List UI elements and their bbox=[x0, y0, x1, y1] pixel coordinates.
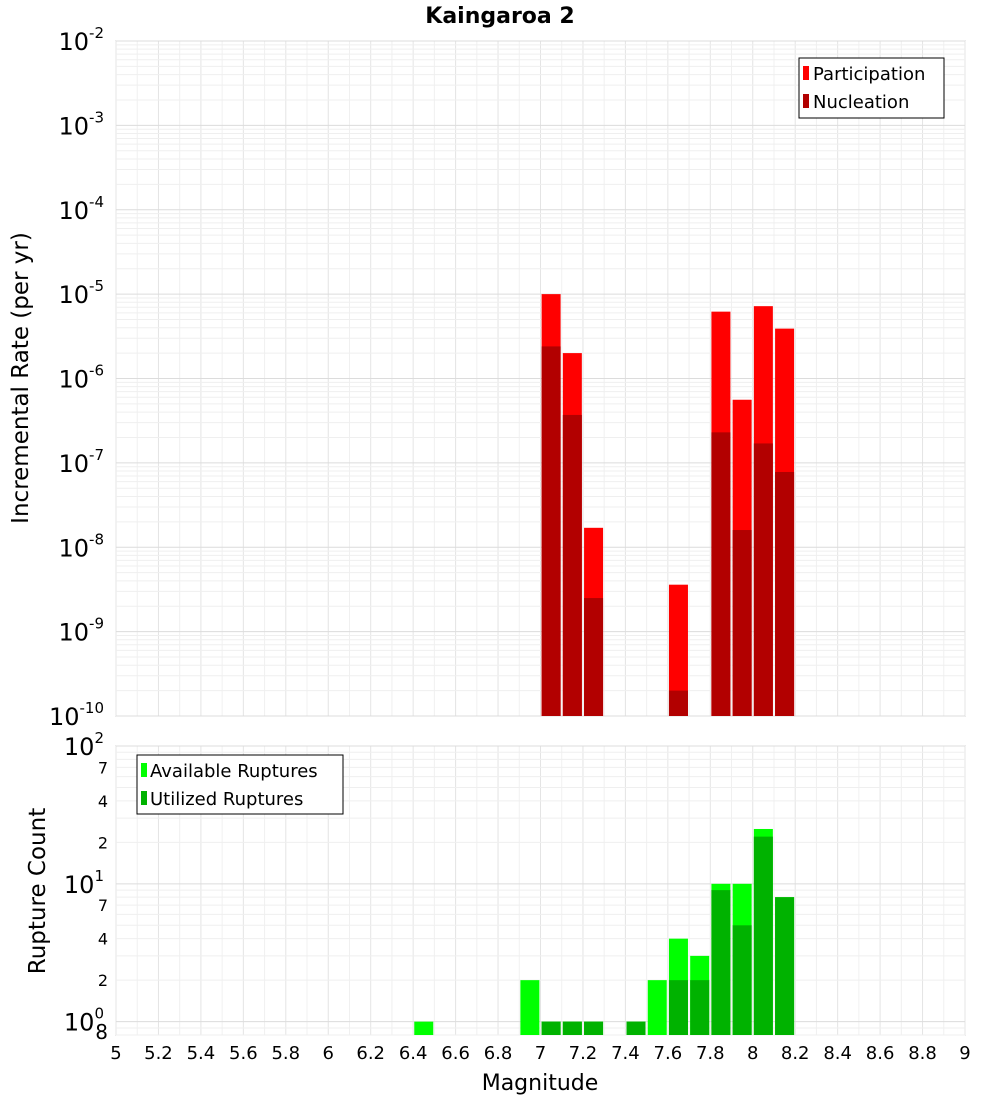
x-tick-label: 5.4 bbox=[187, 1043, 216, 1064]
x-tick-label: 6.8 bbox=[484, 1043, 513, 1064]
bar-utilized-ruptures bbox=[668, 980, 688, 1035]
rate-grid bbox=[115, 40, 966, 717]
count-bars bbox=[414, 828, 795, 1035]
utilized-legend-label: Utilized Ruptures bbox=[150, 789, 303, 810]
bar-utilized-ruptures bbox=[732, 925, 752, 1035]
count-panel: 100 101 102 8 2 4 7 2 4 7 5 5.2 5.4 5.6 5.8 6 6.2 6.4 6.6… bbox=[25, 729, 971, 1096]
y-tick-label: 10-8 bbox=[58, 530, 104, 562]
y-major-tick-label: 100 bbox=[64, 1005, 104, 1037]
bar-nucleation bbox=[753, 443, 773, 716]
x-tick-label: 5 bbox=[110, 1043, 121, 1064]
x-tick-label: 8.4 bbox=[823, 1043, 852, 1064]
count-y-tick-labels: 100 101 102 8 2 4 7 2 4 7 bbox=[64, 729, 108, 1044]
bar-available-ruptures bbox=[414, 1021, 434, 1035]
count-legend: Available Ruptures Utilized Ruptures bbox=[136, 754, 344, 815]
rate-panel: 10-10 10-9 10-8 10-7 10-6 10-5 10-4 10-3 10-2 In… bbox=[8, 24, 966, 731]
y-tick-label: 10-5 bbox=[58, 277, 104, 309]
y-tick-label: 10-9 bbox=[58, 615, 104, 647]
participation-legend-label: Participation bbox=[813, 64, 925, 85]
available-legend-swatch bbox=[141, 763, 147, 777]
x-tick-label: 6.2 bbox=[356, 1043, 385, 1064]
y-major-tick-label: 101 bbox=[64, 867, 104, 899]
count-legend-box bbox=[136, 754, 344, 815]
x-tick-label: 5.8 bbox=[271, 1043, 300, 1064]
y-tick-label: 10-7 bbox=[58, 446, 104, 478]
x-tick-label: 7.8 bbox=[696, 1043, 725, 1064]
x-tick-label: 7.2 bbox=[569, 1043, 598, 1064]
x-tick-label: 7.6 bbox=[654, 1043, 683, 1064]
bar-nucleation bbox=[668, 690, 688, 716]
y-tick-label: 10-6 bbox=[58, 362, 104, 394]
y-tick-label: 10-4 bbox=[58, 193, 104, 225]
x-tick-label: 8.6 bbox=[866, 1043, 895, 1064]
bar-nucleation bbox=[562, 414, 582, 716]
bar-utilized-ruptures bbox=[584, 1021, 604, 1035]
y-minor-tick-label: 2 bbox=[98, 833, 108, 852]
bar-utilized-ruptures bbox=[626, 1021, 646, 1035]
bar-utilized-ruptures bbox=[775, 897, 795, 1035]
rate-y-tick-labels: 10-10 10-9 10-8 10-7 10-6 10-5 10-4 10-3 10-2 bbox=[49, 24, 104, 731]
x-tick-label: 6.6 bbox=[441, 1043, 470, 1064]
available-legend-label: Available Ruptures bbox=[150, 761, 318, 782]
bar-available-ruptures bbox=[647, 980, 667, 1035]
x-tick-labels: 5 5.2 5.4 5.6 5.8 6 6.2 6.4 6.6 6.8 7 7.2 7.4 7.6 7.8 8… bbox=[110, 1043, 970, 1064]
x-tick-label: 9 bbox=[959, 1043, 970, 1064]
rate-bars bbox=[541, 294, 795, 716]
rate-legend: Participation Nucleation bbox=[798, 57, 945, 119]
x-tick-label: 8.2 bbox=[781, 1043, 810, 1064]
bar-nucleation bbox=[541, 346, 561, 716]
x-axis-label: Magnitude bbox=[482, 1071, 599, 1096]
y-minor-tick-label: 4 bbox=[98, 930, 108, 949]
x-tick-label: 6 bbox=[323, 1043, 334, 1064]
x-tick-label: 7.4 bbox=[611, 1043, 640, 1064]
rate-y-axis-label: Incremental Rate (per yr) bbox=[8, 232, 34, 524]
bar-utilized-ruptures bbox=[711, 890, 731, 1035]
bar-utilized-ruptures bbox=[541, 1021, 561, 1035]
participation-legend-swatch bbox=[803, 66, 809, 80]
x-tick-label: 5.2 bbox=[144, 1043, 173, 1064]
rate-legend-box bbox=[798, 57, 945, 119]
chart-title: Kaingaroa 2 bbox=[425, 4, 574, 29]
utilized-legend-swatch bbox=[141, 791, 147, 805]
bar-utilized-ruptures bbox=[690, 980, 710, 1035]
nucleation-legend-label: Nucleation bbox=[813, 92, 909, 113]
x-tick-label: 7 bbox=[535, 1043, 546, 1064]
y-minor-tick-label: 7 bbox=[98, 896, 108, 915]
y-minor-tick-label: 4 bbox=[98, 792, 108, 811]
y-minor-tick-label: 2 bbox=[98, 971, 108, 990]
count-y-axis-label: Rupture Count bbox=[25, 808, 51, 974]
x-tick-label: 6.4 bbox=[399, 1043, 428, 1064]
y-major-tick-label: 102 bbox=[64, 729, 104, 761]
y-tick-label: 10-3 bbox=[58, 108, 104, 140]
bar-nucleation bbox=[584, 598, 604, 716]
x-tick-label: 8 bbox=[747, 1043, 758, 1064]
y-tick-label: 10-2 bbox=[58, 24, 104, 56]
y-minor-tick-label: 7 bbox=[98, 758, 108, 777]
y-tick-label: 10-10 bbox=[49, 699, 104, 731]
count-grid bbox=[115, 745, 966, 1036]
x-tick-label: 5.6 bbox=[229, 1043, 258, 1064]
y-minor-tick-label: 8 bbox=[95, 1020, 108, 1044]
bar-utilized-ruptures bbox=[562, 1021, 582, 1035]
x-tick-label: 8.8 bbox=[908, 1043, 937, 1064]
bar-nucleation bbox=[732, 530, 752, 716]
bar-participation bbox=[668, 584, 688, 716]
bar-utilized-ruptures bbox=[753, 836, 773, 1035]
bar-nucleation bbox=[775, 471, 795, 716]
bar-nucleation bbox=[711, 432, 731, 716]
nucleation-legend-swatch bbox=[803, 94, 809, 108]
bar-available-ruptures bbox=[520, 980, 540, 1035]
